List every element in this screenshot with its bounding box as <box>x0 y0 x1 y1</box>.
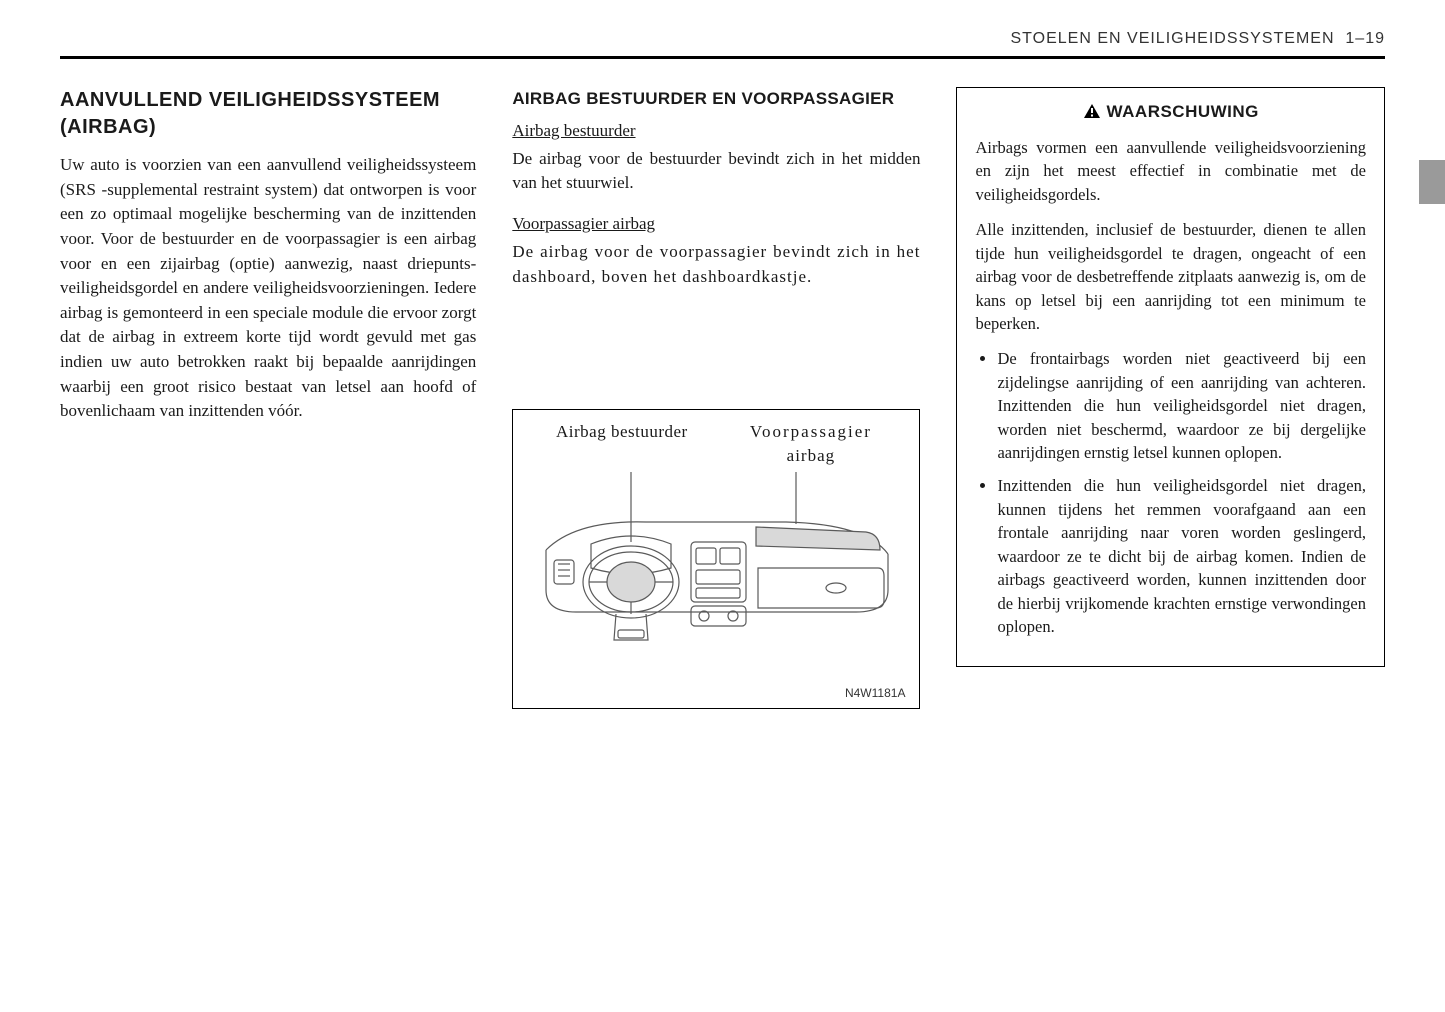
figure-label-passenger-top: Voorpassagier <box>716 422 905 442</box>
passenger-airbag-text: De airbag voor de voorpassagier bevindt … <box>512 240 920 289</box>
main-heading: AANVULLEND VEILIGHEIDSSYSTEEM (AIRBAG) <box>60 87 476 141</box>
dashboard-figure: Airbag bestuurder Voorpassagier airbag <box>512 409 920 709</box>
figure-label-passenger-bottom: airbag <box>716 446 905 466</box>
column-right: WAARSCHUWING Airbags vormen een aanvulle… <box>956 87 1385 709</box>
three-column-layout: AANVULLEND VEILIGHEIDSSYSTEEM (AIRBAG) U… <box>60 87 1385 709</box>
warning-paragraph-2: Alle inzittenden, inclusief de bestuurde… <box>975 218 1366 335</box>
subheading-airbag: AIRBAG BESTUURDER EN VOORPASSAGIER <box>512 87 920 111</box>
column-middle: AIRBAG BESTUURDER EN VOORPASSAGIER Airba… <box>512 87 920 709</box>
header-rule <box>60 56 1385 59</box>
figure-label-driver: Airbag bestuurder <box>527 422 716 442</box>
header-pageref: 1–19 <box>1345 30 1385 47</box>
figure-labels-row: Airbag bestuurder Voorpassagier <box>527 422 905 442</box>
dashboard-illustration-icon <box>536 472 896 662</box>
header-section: STOELEN EN VEILIGHEIDSSYSTEMEN <box>1011 30 1335 47</box>
warning-paragraph-1: Airbags vormen een aanvullende veilighei… <box>975 136 1366 206</box>
warning-bullet-2: Inzittenden die hun veiligheidsgordel ni… <box>997 474 1366 638</box>
driver-airbag-text: De airbag voor de bestuurder bevindt zic… <box>512 147 920 196</box>
thumb-tab <box>1419 160 1445 204</box>
figure-code: N4W1181A <box>845 686 905 700</box>
warning-bullet-1: De frontairbags worden niet geacti­veerd… <box>997 347 1366 464</box>
warning-title-text: WAARSCHUWING <box>1107 102 1259 121</box>
warning-title: WAARSCHUWING <box>975 102 1366 124</box>
column-left: AANVULLEND VEILIGHEIDSSYSTEEM (AIRBAG) U… <box>60 87 476 709</box>
mini-heading-passenger: Voorpassagier airbag <box>512 214 920 234</box>
warning-triangle-icon <box>1083 103 1101 124</box>
page-header: STOELEN EN VEILIGHEIDSSYSTEMEN 1–19 <box>60 30 1385 48</box>
intro-paragraph: Uw auto is voorzien van een aanvullend v… <box>60 153 476 424</box>
warning-box: WAARSCHUWING Airbags vormen een aanvulle… <box>956 87 1385 667</box>
mini-heading-driver: Airbag bestuurder <box>512 121 920 141</box>
warning-bullet-list: De frontairbags worden niet geacti­veerd… <box>975 347 1366 638</box>
